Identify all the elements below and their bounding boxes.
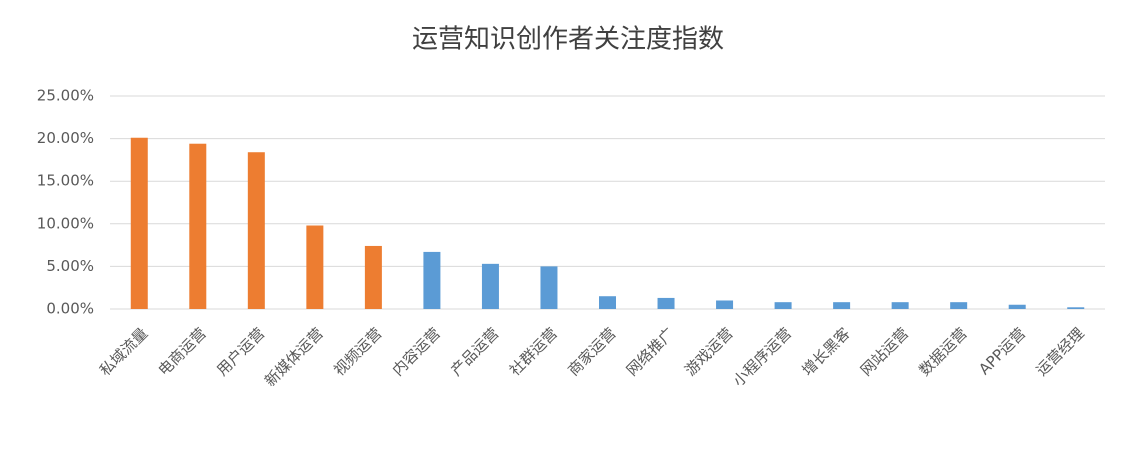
- bar: [423, 251, 441, 309]
- bar: [1008, 304, 1026, 309]
- bar: [950, 302, 968, 309]
- bar: [306, 225, 324, 309]
- y-tick-label: 0.00%: [46, 300, 94, 318]
- y-tick-label: 25.00%: [37, 87, 94, 105]
- bar: [657, 297, 675, 309]
- bar: [833, 302, 851, 309]
- bar: [364, 245, 382, 309]
- bar: [189, 143, 207, 309]
- y-tick-label: 10.00%: [37, 214, 94, 232]
- bar: [599, 296, 616, 309]
- bar: [130, 137, 148, 309]
- bar: [481, 263, 499, 309]
- bar: [774, 302, 792, 309]
- bar: [540, 266, 558, 309]
- y-tick-label: 20.00%: [37, 129, 94, 147]
- bar: [716, 300, 734, 309]
- bar: [247, 152, 265, 309]
- y-tick-label: 15.00%: [37, 172, 94, 190]
- y-tick-label: 5.00%: [46, 257, 94, 275]
- chart-title: 运营知识创作者关注度指数: [412, 25, 724, 55]
- bar: [891, 302, 909, 309]
- bar: [1067, 307, 1085, 309]
